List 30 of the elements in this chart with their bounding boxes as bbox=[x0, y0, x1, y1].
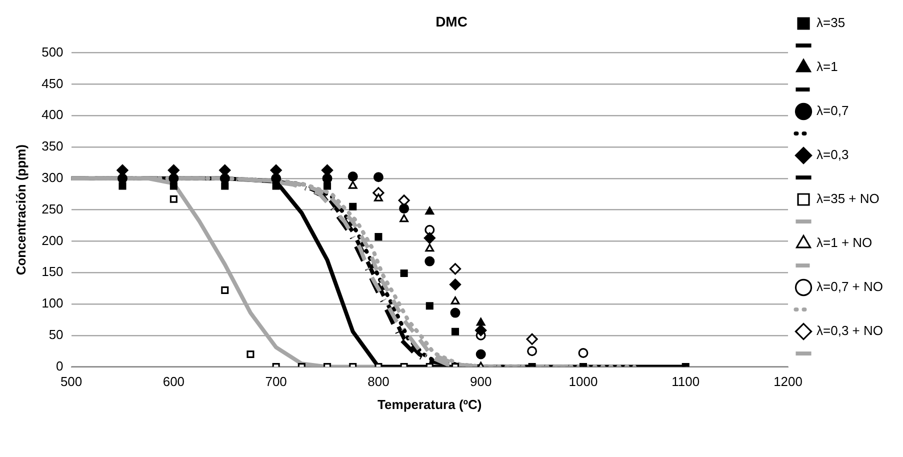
y-tick-label: 250 bbox=[42, 201, 64, 216]
legend-label: λ=0,3 + NO bbox=[816, 323, 884, 338]
legend-label: λ=0,7 bbox=[816, 103, 849, 118]
x-tick-label: 900 bbox=[470, 374, 492, 390]
y-tick-label: 500 bbox=[42, 44, 64, 60]
legend-label: λ=0,3 bbox=[816, 147, 849, 162]
x-tick-label: 1100 bbox=[672, 374, 700, 390]
y-tick-label: 0 bbox=[56, 358, 64, 374]
x-tick-label: 1200 bbox=[774, 374, 802, 390]
x-tick-label: 800 bbox=[368, 374, 390, 390]
x-tick-label: 600 bbox=[162, 374, 185, 390]
x-tick-label: 500 bbox=[60, 374, 82, 390]
x-axis-title: Temperatura (ºC) bbox=[378, 396, 482, 412]
legend-label: λ=1 bbox=[816, 59, 838, 74]
y-axis-title: Concentración (ppm) bbox=[13, 144, 28, 276]
legend-label: λ=0,7 + NO bbox=[816, 279, 884, 294]
x-tick-label: 700 bbox=[265, 374, 287, 390]
y-tick-label: 200 bbox=[42, 232, 64, 248]
y-tick-label: 100 bbox=[42, 296, 64, 311]
y-tick-label: 300 bbox=[42, 170, 64, 185]
legend-label: λ=1 + NO bbox=[816, 235, 872, 250]
y-tick-label: 450 bbox=[42, 76, 64, 91]
x-tick-label: 1000 bbox=[568, 374, 598, 390]
y-tick-label: 400 bbox=[42, 107, 64, 122]
y-tick-label: 50 bbox=[48, 326, 64, 342]
chart-title: DMC bbox=[436, 13, 468, 30]
y-tick-label: 150 bbox=[42, 264, 64, 280]
y-tick-label: 350 bbox=[42, 138, 64, 154]
legend-label: λ=35 bbox=[816, 15, 846, 30]
legend-label: λ=35 + NO bbox=[816, 191, 880, 206]
